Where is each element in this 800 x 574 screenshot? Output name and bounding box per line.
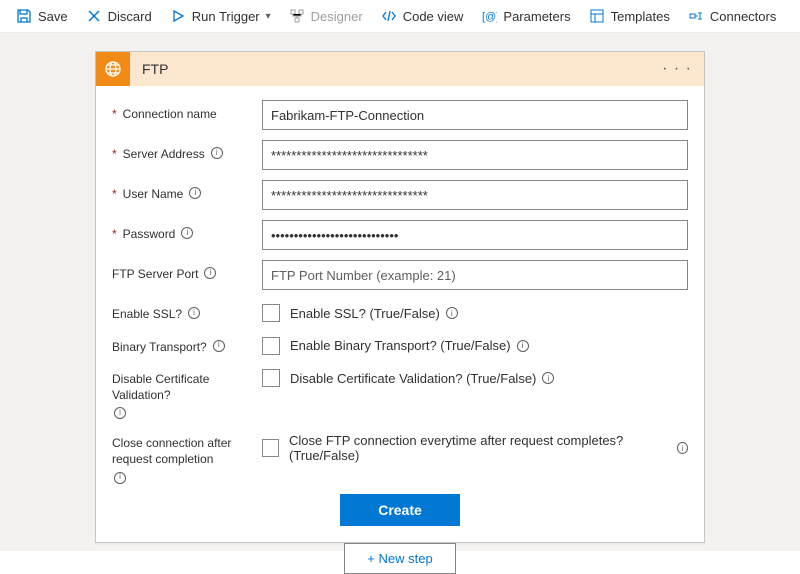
info-icon[interactable]: i <box>542 372 554 384</box>
info-icon[interactable]: i <box>181 227 193 239</box>
disable-cert-checkbox[interactable] <box>262 369 280 387</box>
new-step-button[interactable]: + New step <box>344 543 455 574</box>
templates-icon <box>589 8 605 24</box>
disable-cert-check-label: Disable Certificate Validation? (True/Fa… <box>290 371 554 386</box>
designer-button[interactable]: Designer <box>281 4 371 28</box>
info-icon[interactable]: i <box>189 187 201 199</box>
binary-transport-check-label: Enable Binary Transport? (True/False)i <box>290 338 529 353</box>
code-view-label: Code view <box>403 9 464 24</box>
info-icon[interactable]: i <box>213 340 225 352</box>
user-name-input[interactable] <box>262 180 688 210</box>
info-icon[interactable]: i <box>446 307 458 319</box>
designer-icon <box>289 8 305 24</box>
ftp-trigger-card: FTP · · · *Connection name *Server Addre… <box>95 51 705 543</box>
info-icon[interactable]: i <box>677 442 688 454</box>
info-icon[interactable]: i <box>204 267 216 279</box>
create-button[interactable]: Create <box>340 494 460 526</box>
disable-cert-label: Disable Certificate Validation?i <box>112 365 262 419</box>
close-conn-checkbox[interactable] <box>262 439 279 457</box>
templates-button[interactable]: Templates <box>581 4 678 28</box>
code-view-button[interactable]: Code view <box>373 4 472 28</box>
connectors-icon <box>688 8 704 24</box>
enable-ssl-label: Enable SSL?i <box>112 300 262 323</box>
info-icon[interactable]: i <box>188 307 200 319</box>
toolbar: Save Discard Run Trigger ▾ Designer Code… <box>0 0 800 33</box>
discard-button[interactable]: Discard <box>78 4 160 28</box>
close-conn-check-label: Close FTP connection everytime after req… <box>289 433 688 463</box>
connectors-button[interactable]: Connectors <box>680 4 784 28</box>
parameters-label: Parameters <box>503 9 570 24</box>
connection-name-label: *Connection name <box>112 100 262 123</box>
run-trigger-label: Run Trigger <box>192 9 260 24</box>
designer-label: Designer <box>311 9 363 24</box>
user-name-label: *User Namei <box>112 180 262 203</box>
card-menu-button[interactable]: · · · <box>650 60 704 78</box>
save-label: Save <box>38 9 68 24</box>
discard-icon <box>86 8 102 24</box>
parameters-icon: [@] <box>481 8 497 24</box>
info-icon[interactable]: i <box>517 340 529 352</box>
ftp-icon <box>96 52 130 86</box>
chevron-down-icon: ▾ <box>266 11 271 22</box>
code-view-icon <box>381 8 397 24</box>
info-icon[interactable]: i <box>114 407 126 419</box>
enable-ssl-check-label: Enable SSL? (True/False)i <box>290 306 458 321</box>
templates-label: Templates <box>611 9 670 24</box>
run-trigger-icon <box>170 8 186 24</box>
password-input[interactable] <box>262 220 688 250</box>
svg-text:[@]: [@] <box>482 11 497 23</box>
close-conn-label: Close connection after request completio… <box>112 429 262 483</box>
connection-name-input[interactable] <box>262 100 688 130</box>
card-title: FTP <box>130 61 650 77</box>
card-body: *Connection name *Server Addressi *User … <box>96 86 704 542</box>
port-input[interactable] <box>262 260 688 290</box>
connectors-label: Connectors <box>710 9 776 24</box>
run-trigger-button[interactable]: Run Trigger ▾ <box>162 4 279 28</box>
password-label: *Passwordi <box>112 220 262 243</box>
info-icon[interactable]: i <box>211 147 223 159</box>
server-address-input[interactable] <box>262 140 688 170</box>
designer-canvas: FTP · · · *Connection name *Server Addre… <box>0 33 800 551</box>
parameters-button[interactable]: [@] Parameters <box>473 4 578 28</box>
info-icon[interactable]: i <box>114 472 126 484</box>
card-header[interactable]: FTP · · · <box>96 52 704 86</box>
save-button[interactable]: Save <box>8 4 76 28</box>
discard-label: Discard <box>108 9 152 24</box>
binary-transport-label: Binary Transport?i <box>112 333 262 356</box>
binary-transport-checkbox[interactable] <box>262 337 280 355</box>
port-label: FTP Server Porti <box>112 260 262 283</box>
server-address-label: *Server Addressi <box>112 140 262 163</box>
enable-ssl-checkbox[interactable] <box>262 304 280 322</box>
save-icon <box>16 8 32 24</box>
